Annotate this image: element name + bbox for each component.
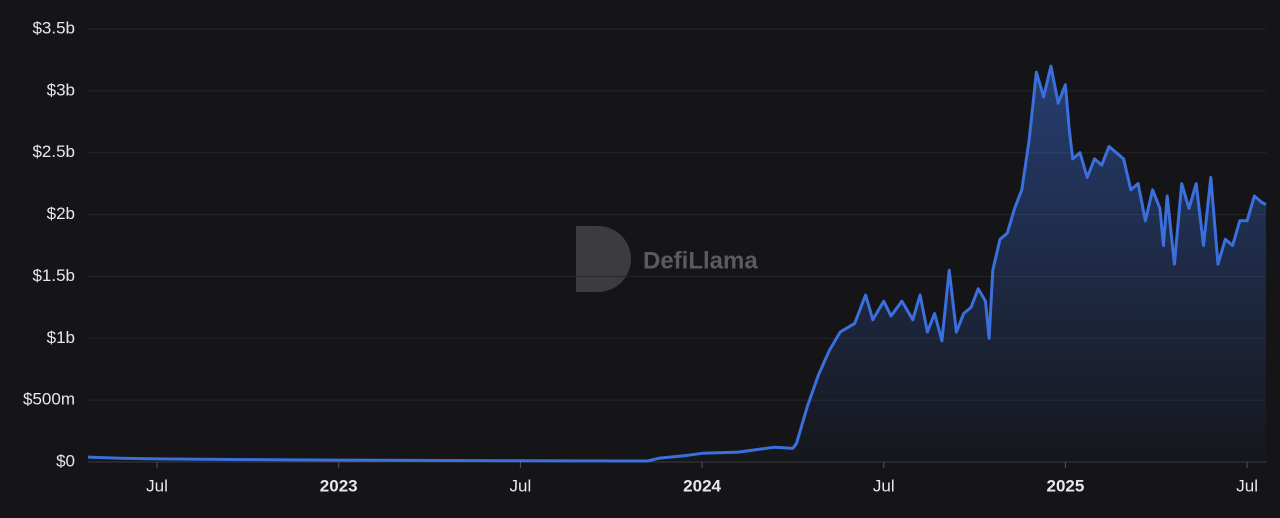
y-tick-label: $2b [47,204,75,223]
x-tick-label: 2023 [320,476,358,495]
watermark-logo [576,226,631,292]
x-tick-label: Jul [1236,476,1258,495]
y-tick-label: $1.5b [32,266,75,285]
y-tick-label: $3b [47,80,75,99]
x-tick-label: Jul [873,476,895,495]
x-tick-label: Jul [510,476,532,495]
watermark: DefiLlama [576,226,758,292]
x-tick-label: 2024 [683,476,721,495]
watermark-text: DefiLlama [643,247,758,274]
y-tick-label: $2.5b [32,142,75,161]
area [88,66,1266,462]
x-tick-label: 2025 [1047,476,1085,495]
y-tick-label: $1b [47,328,75,347]
y-tick-label: $500m [23,390,75,409]
y-tick-label: $0 [56,451,75,470]
x-tick-label: Jul [146,476,168,495]
y-tick-label: $3.5b [32,18,75,37]
line [87,64,1267,463]
